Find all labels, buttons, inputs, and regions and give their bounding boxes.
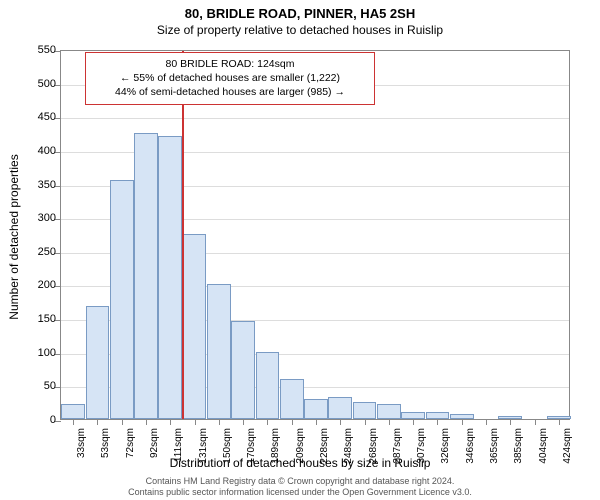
x-tick-label: 33sqm xyxy=(76,428,87,478)
histogram-bar xyxy=(304,399,328,419)
x-tick xyxy=(267,419,268,425)
x-tick-label: 92sqm xyxy=(149,428,160,478)
x-tick-label: 385sqm xyxy=(513,428,524,478)
x-tick xyxy=(122,419,123,425)
x-tick-label: 228sqm xyxy=(319,428,330,478)
histogram-bar xyxy=(353,402,377,419)
x-tick-label: 53sqm xyxy=(100,428,111,478)
x-tick xyxy=(365,419,366,425)
x-tick xyxy=(413,419,414,425)
x-tick-label: 346sqm xyxy=(465,428,476,478)
histogram-bar xyxy=(401,412,425,419)
info-line-2: ← 55% of detached houses are smaller (1,… xyxy=(94,71,366,85)
info-box: 80 BRIDLE ROAD: 124sqm ← 55% of detached… xyxy=(85,52,375,105)
title-main: 80, BRIDLE ROAD, PINNER, HA5 2SH xyxy=(0,0,600,21)
y-tick-label: 100 xyxy=(26,347,56,359)
x-tick-label: 307sqm xyxy=(416,428,427,478)
x-tick xyxy=(170,419,171,425)
x-tick xyxy=(437,419,438,425)
histogram-bar xyxy=(61,404,85,419)
y-tick-label: 550 xyxy=(26,44,56,56)
x-tick-label: 72sqm xyxy=(125,428,136,478)
x-tick xyxy=(316,419,317,425)
x-tick-label: 111sqm xyxy=(173,428,184,478)
info-line-3: 44% of semi-detached houses are larger (… xyxy=(94,85,366,99)
y-tick-label: 350 xyxy=(26,179,56,191)
x-tick xyxy=(510,419,511,425)
histogram-bar xyxy=(426,412,450,419)
footnote: Contains HM Land Registry data © Crown c… xyxy=(0,476,600,498)
x-tick-label: 268sqm xyxy=(368,428,379,478)
footnote-line-2: Contains public sector information licen… xyxy=(0,487,600,498)
x-tick xyxy=(535,419,536,425)
y-tick-label: 150 xyxy=(26,313,56,325)
marker-line xyxy=(182,51,184,419)
histogram-bar xyxy=(134,133,158,419)
histogram-bar xyxy=(207,284,231,419)
x-tick-label: 209sqm xyxy=(295,428,306,478)
x-tick-label: 326sqm xyxy=(440,428,451,478)
y-tick-label: 0 xyxy=(26,414,56,426)
histogram-bar xyxy=(231,321,255,419)
chart-container: 80, BRIDLE ROAD, PINNER, HA5 2SH Size of… xyxy=(0,0,600,500)
y-tick-label: 200 xyxy=(26,279,56,291)
x-tick xyxy=(389,419,390,425)
x-tick xyxy=(219,419,220,425)
histogram-bar xyxy=(280,379,304,419)
x-tick xyxy=(340,419,341,425)
x-tick xyxy=(195,419,196,425)
x-tick xyxy=(292,419,293,425)
histogram-bar xyxy=(110,180,134,419)
y-tick-label: 450 xyxy=(26,111,56,123)
y-tick-label: 500 xyxy=(26,78,56,90)
y-tick-label: 400 xyxy=(26,145,56,157)
x-tick-label: 131sqm xyxy=(198,428,209,478)
x-tick xyxy=(97,419,98,425)
info-line-1: 80 BRIDLE ROAD: 124sqm xyxy=(94,57,366,71)
histogram-bar xyxy=(328,397,352,419)
y-tick-label: 50 xyxy=(26,380,56,392)
x-tick xyxy=(73,419,74,425)
x-tick-label: 424sqm xyxy=(562,428,573,478)
x-tick-label: 189sqm xyxy=(270,428,281,478)
x-tick-label: 170sqm xyxy=(246,428,257,478)
x-tick xyxy=(462,419,463,425)
histogram-bar xyxy=(183,234,207,419)
x-tick-label: 248sqm xyxy=(343,428,354,478)
x-tick xyxy=(486,419,487,425)
y-tick-label: 300 xyxy=(26,212,56,224)
y-tick-label: 250 xyxy=(26,246,56,258)
x-tick xyxy=(243,419,244,425)
title-sub: Size of property relative to detached ho… xyxy=(0,21,600,37)
grid-line xyxy=(61,118,569,119)
plot-area xyxy=(60,50,570,420)
footnote-line-1: Contains HM Land Registry data © Crown c… xyxy=(0,476,600,487)
y-axis-title: Number of detached properties xyxy=(7,154,21,319)
histogram-bar xyxy=(256,352,280,419)
x-tick xyxy=(146,419,147,425)
x-tick-label: 404sqm xyxy=(538,428,549,478)
x-tick-label: 365sqm xyxy=(489,428,500,478)
x-tick-label: 150sqm xyxy=(222,428,233,478)
x-tick-label: 287sqm xyxy=(392,428,403,478)
x-tick xyxy=(559,419,560,425)
histogram-bar xyxy=(158,136,182,419)
histogram-bar xyxy=(86,306,110,419)
histogram-bar xyxy=(377,404,401,419)
